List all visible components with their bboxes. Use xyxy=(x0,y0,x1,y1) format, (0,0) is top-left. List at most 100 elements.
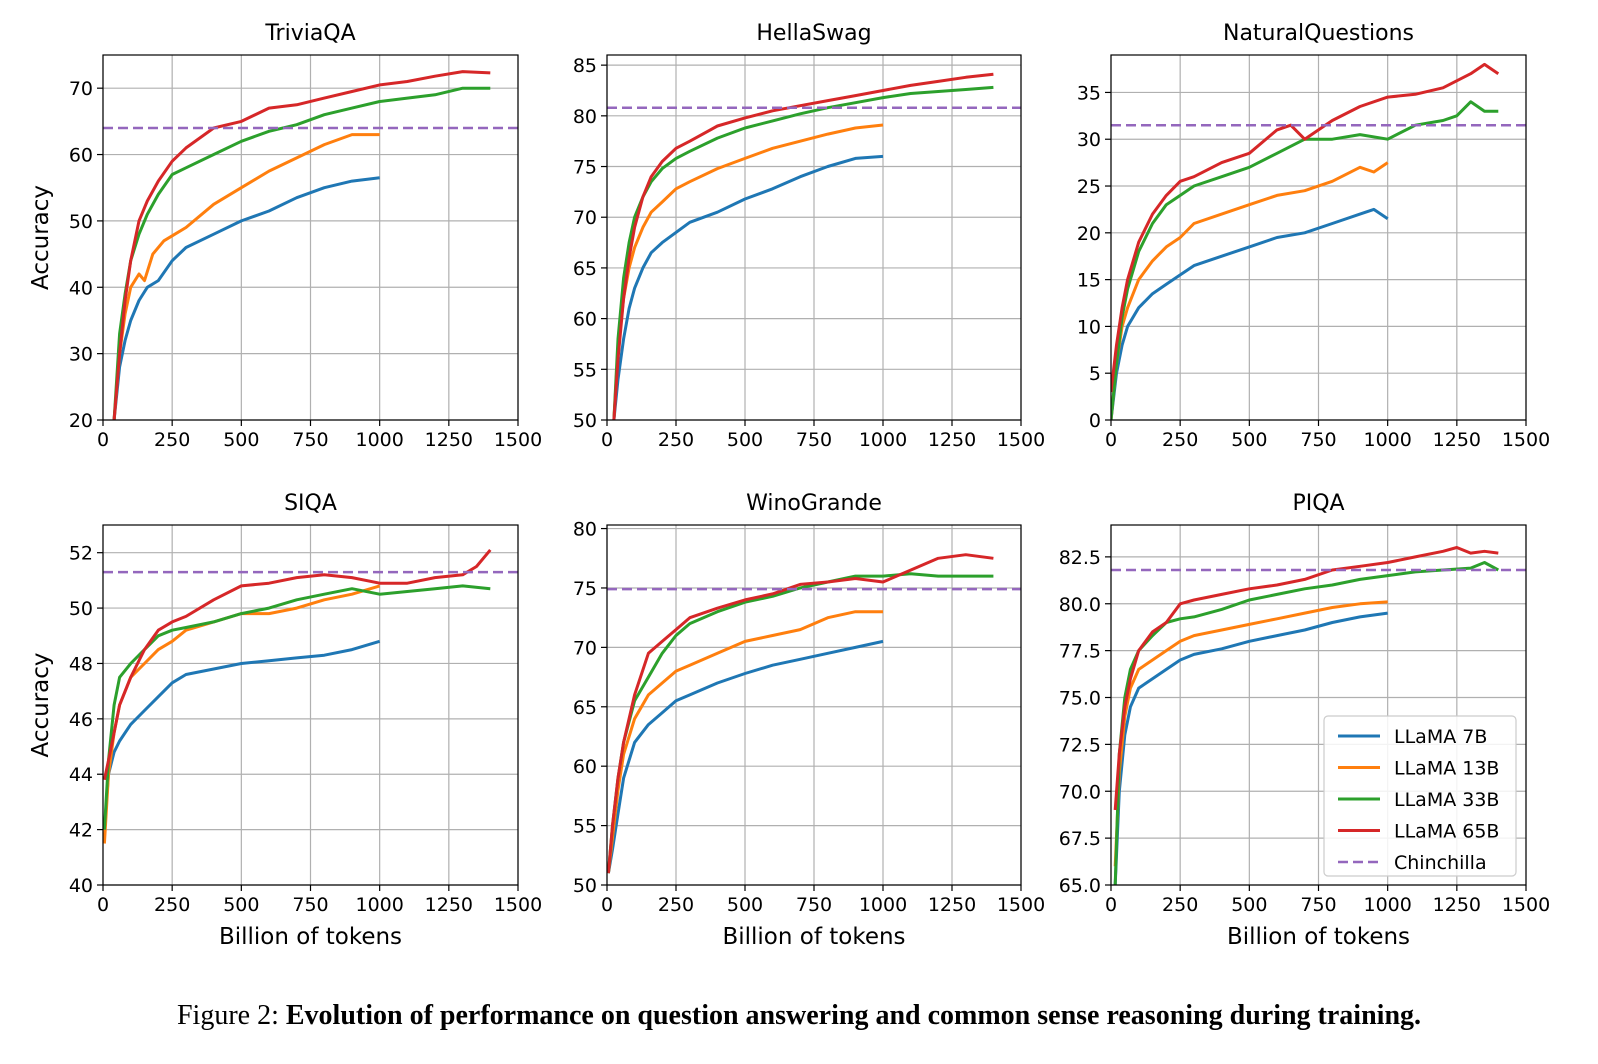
x-tick-label: 250 xyxy=(154,429,190,451)
x-tick-label: 500 xyxy=(727,429,763,451)
x-axis-label: Billion of tokens xyxy=(219,924,402,950)
y-tick-label: 35 xyxy=(1077,82,1101,104)
series-line-llama-13b xyxy=(1113,600,1388,867)
x-tick-label: 500 xyxy=(1231,894,1267,916)
x-tick-label: 1250 xyxy=(928,894,976,916)
x-tick-label: 1250 xyxy=(425,429,473,451)
x-tick-label: 0 xyxy=(601,429,613,451)
y-tick-label: 55 xyxy=(573,816,597,838)
x-tick-label: 1250 xyxy=(928,429,976,451)
y-tick-label: 10 xyxy=(1077,316,1101,338)
y-tick-label: 25 xyxy=(1077,176,1101,198)
y-tick-label: 65 xyxy=(573,697,597,719)
y-tick-label: 20 xyxy=(1077,223,1101,245)
y-tick-label: 70 xyxy=(573,207,597,229)
x-tick-label: 1000 xyxy=(1363,894,1411,916)
x-tick-label: 1000 xyxy=(859,429,907,451)
y-axis-label: Accuracy xyxy=(28,185,54,290)
series-line-llama-65b xyxy=(1113,546,1499,811)
series-line-llama-13b xyxy=(103,584,381,844)
x-tick-label: 1250 xyxy=(1433,429,1481,451)
x-tick-label: 750 xyxy=(1300,894,1336,916)
panel-naturalquestions: 0 250 500 750 1000 1250 1500 0 5 10 15 20 25 30 35 Natu… xyxy=(1077,21,1550,451)
figure-caption: Figure 2: Evolution of performance on qu… xyxy=(0,1000,1598,1032)
x-tick-label: 1250 xyxy=(425,894,473,916)
series-line-llama-65b xyxy=(1111,62,1500,393)
x-tick-label: 1000 xyxy=(355,429,403,451)
y-tick-label: 60 xyxy=(69,145,93,167)
x-tick-label: 1500 xyxy=(997,429,1045,451)
y-tick-label: 20 xyxy=(69,410,93,432)
y-tick-label: 77.5 xyxy=(1059,641,1101,663)
y-tick-label: 40 xyxy=(69,277,93,299)
series-line-llama-7b xyxy=(607,639,884,874)
series-line-llama-13b xyxy=(612,123,884,420)
y-tick-label: 15 xyxy=(1077,270,1101,292)
y-tick-label: 67.5 xyxy=(1059,828,1101,850)
x-tick-label: 1250 xyxy=(1433,894,1481,916)
panel-title: PIQA xyxy=(1292,491,1344,516)
legend-label: LLaMA 7B xyxy=(1394,726,1487,748)
y-tick-label: 80 xyxy=(573,106,597,128)
x-tick-label: 750 xyxy=(292,429,328,451)
panel-hellaswag: 0 250 500 750 1000 1250 1500 50 55 60 65 70 75 80 85 He… xyxy=(573,21,1045,451)
panel-title: SIQA xyxy=(284,491,337,516)
x-axis-label: Billion of tokens xyxy=(722,924,905,950)
y-tick-label: 40 xyxy=(69,875,93,897)
x-tick-label: 250 xyxy=(1162,894,1198,916)
x-tick-label: 750 xyxy=(796,894,832,916)
y-tick-label: 0 xyxy=(1089,410,1101,432)
legend-frame xyxy=(1323,715,1517,877)
y-tick-label: 52 xyxy=(69,543,93,565)
series-line-llama-65b xyxy=(112,70,491,420)
x-tick-label: 1500 xyxy=(997,894,1045,916)
series-line-llama-65b xyxy=(612,72,994,420)
x-axis-label: Billion of tokens xyxy=(1227,924,1410,950)
x-tick-label: 500 xyxy=(223,429,259,451)
y-tick-label: 50 xyxy=(573,410,597,432)
x-tick-label: 0 xyxy=(1105,894,1117,916)
y-tick-label: 70 xyxy=(69,78,93,100)
panel-triviaqa: 0 250 500 750 1000 1250 1500 20 30 40 50 60 70 Trivia… xyxy=(28,21,542,451)
x-tick-label: 250 xyxy=(154,894,190,916)
legend-label: LLaMA 65B xyxy=(1394,821,1499,843)
y-tick-label: 44 xyxy=(69,764,93,786)
x-tick-label: 1500 xyxy=(494,429,542,451)
x-tick-label: 750 xyxy=(1300,429,1336,451)
y-tick-label: 30 xyxy=(69,344,93,366)
series-line-llama-13b xyxy=(1111,161,1389,420)
caption-label: Figure 2: xyxy=(176,1000,279,1031)
legend-label: Chinchilla xyxy=(1394,852,1487,874)
y-tick-label: 5 xyxy=(1089,363,1101,385)
legend-label: LLaMA 13B xyxy=(1394,758,1499,780)
series-line-llama-33b xyxy=(1111,100,1499,420)
x-tick-label: 250 xyxy=(1162,429,1198,451)
x-tick-label: 250 xyxy=(658,429,694,451)
panel-title: HellaSwag xyxy=(756,21,871,46)
x-tick-label: 500 xyxy=(1231,429,1267,451)
y-tick-label: 80.0 xyxy=(1059,594,1101,616)
series-line-llama-7b xyxy=(112,176,380,420)
x-tick-label: 0 xyxy=(97,429,109,451)
y-tick-label: 50 xyxy=(69,211,93,233)
x-tick-label: 500 xyxy=(223,894,259,916)
y-tick-label: 55 xyxy=(573,359,597,381)
y-tick-label: 70.0 xyxy=(1059,781,1101,803)
x-tick-label: 1500 xyxy=(1502,429,1550,451)
x-tick-label: 1000 xyxy=(1363,429,1411,451)
y-tick-label: 80 xyxy=(573,519,597,541)
series-line-llama-7b xyxy=(103,639,381,830)
y-tick-label: 65 xyxy=(573,258,597,280)
x-tick-label: 1000 xyxy=(859,894,907,916)
y-tick-label: 30 xyxy=(1077,129,1101,151)
y-tick-label: 75 xyxy=(573,578,597,600)
y-tick-label: 50 xyxy=(69,598,93,620)
panel-title: NaturalQuestions xyxy=(1223,21,1414,46)
y-tick-label: 72.5 xyxy=(1059,734,1101,756)
y-tick-label: 75 xyxy=(573,157,597,179)
x-tick-label: 1000 xyxy=(355,894,403,916)
y-tick-label: 75.0 xyxy=(1059,688,1101,710)
series-line-llama-13b xyxy=(112,133,380,420)
series-line-llama-7b xyxy=(612,154,884,420)
